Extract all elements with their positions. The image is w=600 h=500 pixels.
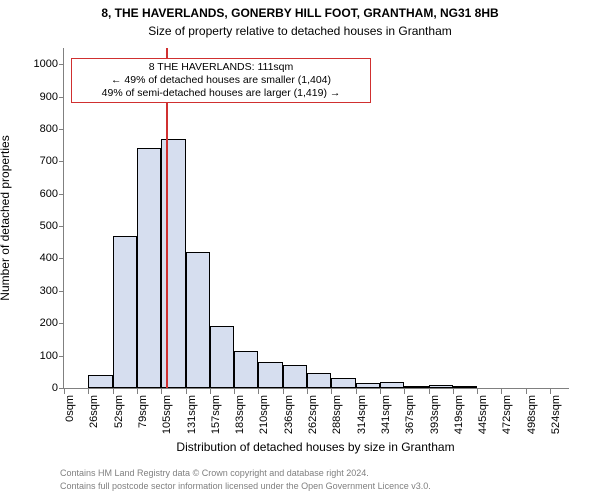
histogram-bar	[380, 382, 404, 388]
y-tick-label: 500	[40, 220, 58, 232]
x-tick-mark	[453, 389, 454, 394]
y-tick-label: 100	[40, 350, 58, 362]
y-tick-label: 200	[40, 317, 58, 329]
x-tick-mark	[161, 389, 162, 394]
x-tick-label: 341sqm	[380, 395, 392, 434]
histogram-bar	[404, 386, 428, 388]
y-tick-mark	[59, 258, 64, 259]
x-tick-mark	[186, 389, 187, 394]
histogram-bar	[283, 365, 307, 388]
y-tick-label: 400	[40, 252, 58, 264]
x-tick-mark	[88, 389, 89, 394]
x-tick-label: 26sqm	[88, 395, 100, 428]
histogram-bar	[186, 252, 210, 388]
x-tick-label: 288sqm	[331, 395, 343, 434]
annotation-box: 8 THE HAVERLANDS: 111sqm ← 49% of detach…	[71, 58, 371, 103]
y-tick-label: 300	[40, 285, 58, 297]
y-tick-label: 0	[52, 382, 58, 394]
x-tick-mark	[429, 389, 430, 394]
x-tick-mark	[331, 389, 332, 394]
x-tick-label: 0sqm	[64, 395, 76, 422]
histogram-plot-area: 010020030040050060070080090010000sqm26sq…	[63, 48, 569, 389]
y-axis-label: Number of detached properties	[0, 135, 12, 300]
y-tick-label: 700	[40, 155, 58, 167]
histogram-bar	[331, 378, 355, 388]
annotation-line-3: 49% of semi-detached houses are larger (…	[76, 87, 366, 100]
x-tick-label: 131sqm	[186, 395, 198, 434]
x-tick-mark	[234, 389, 235, 394]
x-tick-label: 52sqm	[113, 395, 125, 428]
histogram-bar	[210, 326, 234, 388]
footer-line-2: Contains full postcode sector informatio…	[60, 481, 431, 491]
histogram-bar	[429, 385, 453, 388]
x-tick-mark	[64, 389, 65, 394]
y-tick-mark	[59, 161, 64, 162]
histogram-bar	[137, 148, 161, 388]
x-tick-mark	[307, 389, 308, 394]
x-tick-label: 524sqm	[550, 395, 562, 434]
y-tick-label: 800	[40, 123, 58, 135]
x-tick-mark	[477, 389, 478, 394]
y-tick-mark	[59, 97, 64, 98]
x-tick-label: 210sqm	[258, 395, 270, 434]
page-subtitle: Size of property relative to detached ho…	[0, 24, 600, 38]
x-tick-label: 472sqm	[501, 395, 513, 434]
x-tick-label: 105sqm	[161, 395, 173, 434]
histogram-bar	[307, 373, 331, 388]
x-tick-label: 445sqm	[477, 395, 489, 434]
y-tick-mark	[59, 291, 64, 292]
x-tick-label: 367sqm	[404, 395, 416, 434]
x-tick-mark	[210, 389, 211, 394]
footer-line-1: Contains HM Land Registry data © Crown c…	[60, 468, 369, 478]
y-tick-mark	[59, 323, 64, 324]
x-tick-label: 236sqm	[283, 395, 295, 434]
annotation-line-1: 8 THE HAVERLANDS: 111sqm	[76, 61, 366, 74]
x-tick-mark	[137, 389, 138, 394]
y-tick-label: 900	[40, 91, 58, 103]
y-tick-mark	[59, 194, 64, 195]
y-tick-mark	[59, 64, 64, 65]
x-tick-label: 498sqm	[526, 395, 538, 434]
histogram-bar	[234, 351, 258, 388]
y-tick-label: 1000	[34, 58, 58, 70]
x-tick-label: 183sqm	[234, 395, 246, 434]
x-tick-mark	[526, 389, 527, 394]
x-tick-label: 262sqm	[307, 395, 319, 434]
x-tick-mark	[550, 389, 551, 394]
annotation-line-2: ← 49% of detached houses are smaller (1,…	[76, 74, 366, 87]
x-tick-label: 393sqm	[429, 395, 441, 434]
page-title: 8, THE HAVERLANDS, GONERBY HILL FOOT, GR…	[0, 6, 600, 20]
histogram-bar	[258, 362, 282, 388]
histogram-bar	[453, 386, 477, 388]
x-tick-mark	[404, 389, 405, 394]
y-tick-mark	[59, 356, 64, 357]
histogram-bar	[356, 383, 380, 388]
y-tick-label: 600	[40, 188, 58, 200]
x-axis-label: Distribution of detached houses by size …	[63, 440, 568, 454]
x-tick-label: 419sqm	[453, 395, 465, 434]
histogram-bar	[113, 236, 137, 388]
x-tick-label: 79sqm	[137, 395, 149, 428]
x-tick-mark	[113, 389, 114, 394]
y-tick-mark	[59, 129, 64, 130]
x-tick-label: 157sqm	[210, 395, 222, 434]
x-tick-mark	[258, 389, 259, 394]
x-tick-mark	[501, 389, 502, 394]
x-tick-mark	[283, 389, 284, 394]
x-tick-mark	[380, 389, 381, 394]
y-tick-mark	[59, 226, 64, 227]
histogram-bar	[88, 375, 112, 388]
x-tick-mark	[356, 389, 357, 394]
x-tick-label: 314sqm	[356, 395, 368, 434]
